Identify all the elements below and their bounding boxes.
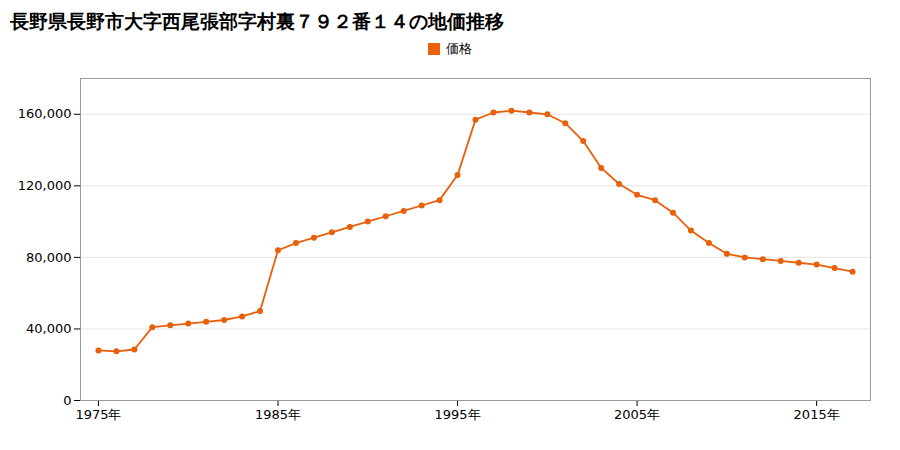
svg-text:160,000: 160,000 <box>18 106 72 121</box>
svg-text:40,000: 40,000 <box>26 321 72 336</box>
svg-text:0: 0 <box>63 393 71 408</box>
html-text:価格: 価格 <box>446 41 472 56</box>
svg-text:2005年: 2005年 <box>614 407 660 422</box>
svg-text:1995年: 1995年 <box>434 407 480 422</box>
svg-text:80,000: 80,000 <box>26 250 72 265</box>
svg-text:120,000: 120,000 <box>18 178 72 193</box>
svg-text:1975年: 1975年 <box>75 407 121 422</box>
svg-text:2015年: 2015年 <box>794 407 840 422</box>
svg-text:1985年: 1985年 <box>255 407 301 422</box>
html-text:長野県長野市大字西尾張部字村裏７９２番１４の地価推移: 長野県長野市大字西尾張部字村裏７９２番１４の地価推移 <box>10 10 504 32</box>
